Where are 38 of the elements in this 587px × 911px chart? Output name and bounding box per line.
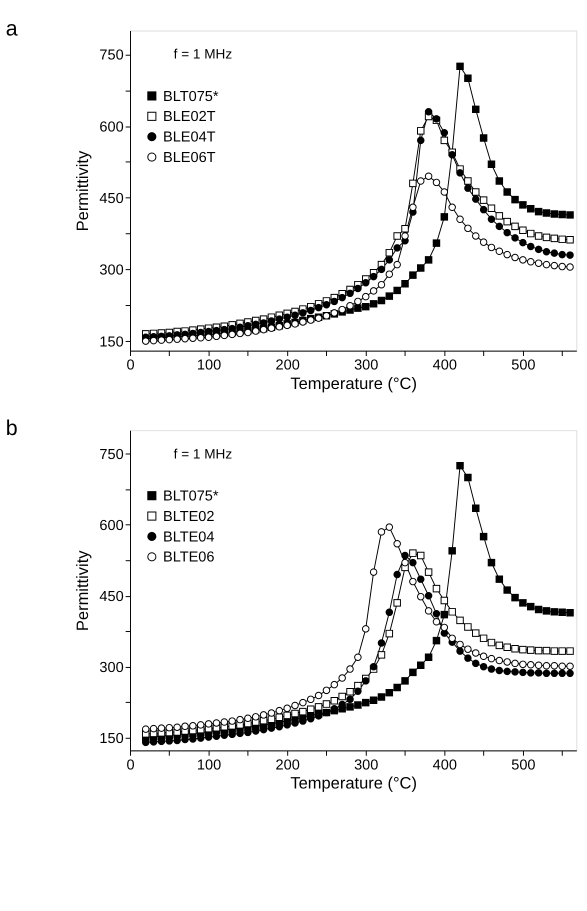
x-tick-label: 200 — [276, 358, 300, 374]
legend-label: BLT075* — [163, 488, 219, 505]
x-axis-title: Temperature (°C) — [290, 374, 417, 393]
y-tick-label: 150 — [99, 334, 124, 350]
annotation: f = 1 MHz — [174, 446, 232, 462]
x-tick-label: 0 — [126, 757, 135, 774]
y-tick-label: 600 — [99, 119, 124, 136]
legend-label: BLE04T — [163, 130, 216, 146]
y-tick-label: 750 — [99, 48, 124, 64]
x-tick-label: 400 — [432, 757, 457, 774]
x-tick-label: 200 — [276, 757, 300, 774]
x-tick-label: 100 — [196, 358, 222, 374]
x-tick-label: 300 — [354, 358, 378, 374]
legend-label: BLE02T — [163, 109, 216, 126]
y-axis-title: Permittivity — [74, 550, 92, 632]
chart-title: a — [6, 16, 18, 40]
x-tick-label: 500 — [511, 757, 536, 774]
y-tick-label: 450 — [99, 191, 124, 208]
legend-label: BLTE06 — [163, 550, 214, 566]
y-tick-label: 150 — [99, 730, 124, 747]
legend-label: BLTE02 — [163, 508, 214, 525]
y-tick-label: 750 — [99, 447, 124, 464]
x-tick-label: 300 — [354, 757, 378, 774]
legend-label: BLT075* — [163, 88, 219, 105]
y-axis-title: Permittivity — [74, 150, 92, 232]
y-tick-label: 600 — [99, 518, 124, 534]
chart-title: b — [6, 416, 18, 440]
y-tick-label: 450 — [99, 589, 124, 606]
y-tick-label: 300 — [99, 262, 124, 279]
x-tick-label: 500 — [511, 358, 536, 374]
x-tick-label: 100 — [196, 757, 222, 774]
x-tick-label: 400 — [432, 358, 457, 374]
legend-label: BLTE04 — [163, 529, 214, 546]
x-tick-label: 0 — [126, 358, 135, 374]
legend-label: BLE06T — [163, 150, 216, 166]
y-tick-label: 300 — [99, 660, 124, 676]
annotation: f = 1 MHz — [174, 46, 232, 62]
x-axis-title: Temperature (°C) — [290, 774, 417, 793]
